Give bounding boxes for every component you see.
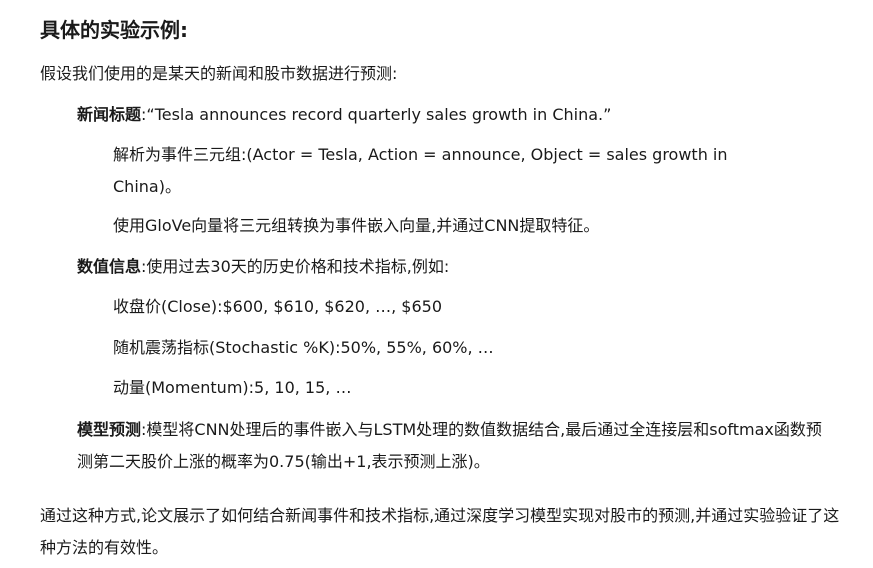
glove-text: 使用GloVe向量将三元组转换为事件嵌入向量,并通过CNN提取特征。: [113, 216, 600, 235]
model-prediction-text: :模型将CNN处理后的事件嵌入与LSTM处理的数值数据结合,最后通过全连接层和s…: [77, 420, 822, 471]
news-title-text: :“Tesla announces record quarterly sales…: [141, 105, 612, 124]
close-price-text: 收盘价(Close):$600, $610, $620, …, $650: [113, 297, 443, 316]
model-prediction-label: 模型预测: [77, 420, 142, 439]
triple-parse-text: 解析为事件三元组:(Actor = Tesla, Action = announ…: [113, 145, 728, 196]
stochastic-text: 随机震荡指标(Stochastic %K):50%, 55%, 60%, …: [113, 338, 494, 357]
section-heading: 具体的实验示例:: [40, 18, 188, 42]
numeric-info-label: 数值信息: [77, 257, 142, 276]
conclusion-text: 通过这种方式,论文展示了如何结合新闻事件和技术指标,通过深度学习模型实现对股市的…: [40, 506, 840, 557]
news-title-label: 新闻标题: [77, 105, 142, 124]
numeric-info-text: :使用过去30天的历史价格和技术指标,例如:: [141, 257, 450, 276]
intro-text: 假设我们使用的是某天的新闻和股市数据进行预测:: [40, 64, 398, 83]
numeric-info-item: 数值信息:使用过去30天的历史价格和技术指标,例如:: [77, 251, 449, 283]
momentum-text: 动量(Momentum):5, 10, 15, …: [113, 378, 352, 397]
model-prediction-item: 模型预测:模型将CNN处理后的事件嵌入与LSTM处理的数值数据结合,最后通过全连…: [77, 414, 827, 478]
news-title-item: 新闻标题:“Tesla announces record quarterly s…: [77, 99, 611, 131]
